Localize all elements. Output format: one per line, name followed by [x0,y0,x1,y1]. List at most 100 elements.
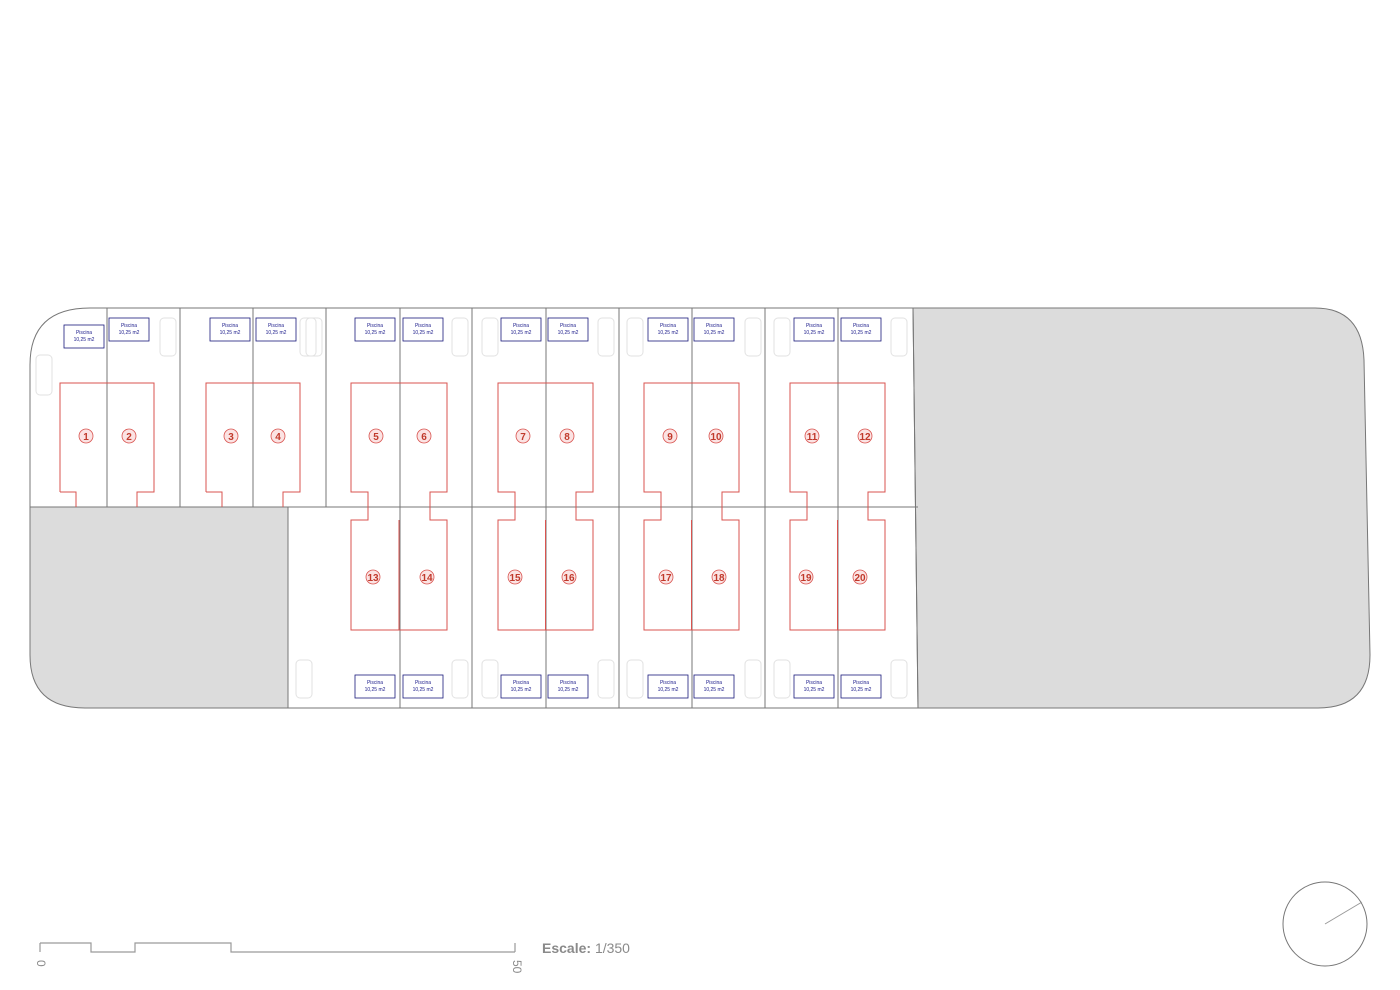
pool-area: 10,25 m2 [658,330,679,336]
car-icon [305,317,323,357]
pool-label: Piscina [706,680,722,686]
house-number: 8 [564,432,570,443]
pool-label: Piscina [706,323,722,329]
house-outline [59,382,155,507]
pool-label: Piscina [853,680,869,686]
pool-label: Piscina [560,680,576,686]
house-number-marker [270,428,286,444]
pool [793,317,835,342]
pool-area: 10,25 m2 [704,687,725,693]
pool-area: 10,25 m2 [413,330,434,336]
pool-area: 10,25 m2 [119,330,140,336]
pool-label: Piscina [268,323,284,329]
house-number: 12 [859,432,871,443]
house-outline [205,382,301,507]
pool-area: 10,25 m2 [266,330,287,336]
pool-label: Piscina [415,323,431,329]
pool-label: Piscina [853,323,869,329]
pool-area: 10,25 m2 [413,687,434,693]
pool-label: Piscina [222,323,238,329]
house-number: 1 [83,432,89,443]
pool [500,317,542,342]
pool-label: Piscina [121,323,137,329]
car-icon [35,354,53,396]
scale-tick-0: 0 [34,960,48,967]
pool [354,317,396,342]
car-icon [451,659,469,699]
pool-label: Piscina [806,680,822,686]
house-number-marker [559,428,575,444]
house-number-marker [561,569,577,585]
car-icon [597,659,615,699]
pool [840,317,882,342]
compass-needle [1324,901,1363,925]
car-icon [890,659,908,699]
pool [547,674,589,699]
house-number: 3 [228,432,234,443]
pool-area: 10,25 m2 [851,687,872,693]
pool-label: Piscina [367,323,383,329]
pool-label: Piscina [513,680,529,686]
pool-label: Piscina [367,680,383,686]
pool-area: 10,25 m2 [558,687,579,693]
house-number: 4 [275,432,281,443]
house-number: 15 [509,573,521,584]
house-number-marker [368,428,384,444]
gray-area-right [912,307,1371,709]
house-number: 18 [713,573,725,584]
car-icon [295,659,313,699]
car-icon [773,659,791,699]
plot-divider [912,307,919,709]
car-icon [159,317,177,357]
pool-area: 10,25 m2 [220,330,241,336]
house-number-marker [507,569,523,585]
house-number-marker [857,428,873,444]
house-number-marker [223,428,239,444]
car-icon [626,317,644,357]
pool-label: Piscina [806,323,822,329]
pool-area: 10,25 m2 [851,330,872,336]
car-icon [773,317,791,357]
pool-area: 10,25 m2 [365,330,386,336]
house-number-marker [419,569,435,585]
car-icon [744,317,762,357]
car-icon [890,317,908,357]
house-number: 10 [710,432,722,443]
house-number-marker [852,569,868,585]
pool [793,674,835,699]
pool [500,674,542,699]
pool-area: 10,25 m2 [511,687,532,693]
pool-area: 10,25 m2 [511,330,532,336]
house-number-marker [708,428,724,444]
house-outline [789,382,886,631]
pool-label: Piscina [76,330,92,336]
house-number: 11 [807,432,818,443]
house-number: 20 [854,573,866,584]
car-icon [299,317,317,357]
pool [255,317,297,342]
pool [693,674,735,699]
house-number: 17 [660,573,672,584]
house-number: 16 [563,573,575,584]
house-number-marker [804,428,820,444]
house-number: 19 [800,573,812,584]
pool [402,674,444,699]
car-icon [451,317,469,357]
pool-label: Piscina [660,680,676,686]
house-number-marker [121,428,137,444]
house-number-marker [515,428,531,444]
house-number: 7 [520,432,526,443]
house-number: 9 [667,432,673,443]
house-number-marker [798,569,814,585]
gray-area-left [29,506,289,709]
car-icon [481,659,499,699]
pool [840,674,882,699]
house-number: 5 [373,432,379,443]
pool [209,317,251,342]
site-outline [29,307,913,507]
compass-icon [1282,881,1368,967]
scale-bar [39,942,516,953]
pool [647,674,689,699]
pool-area: 10,25 m2 [365,687,386,693]
